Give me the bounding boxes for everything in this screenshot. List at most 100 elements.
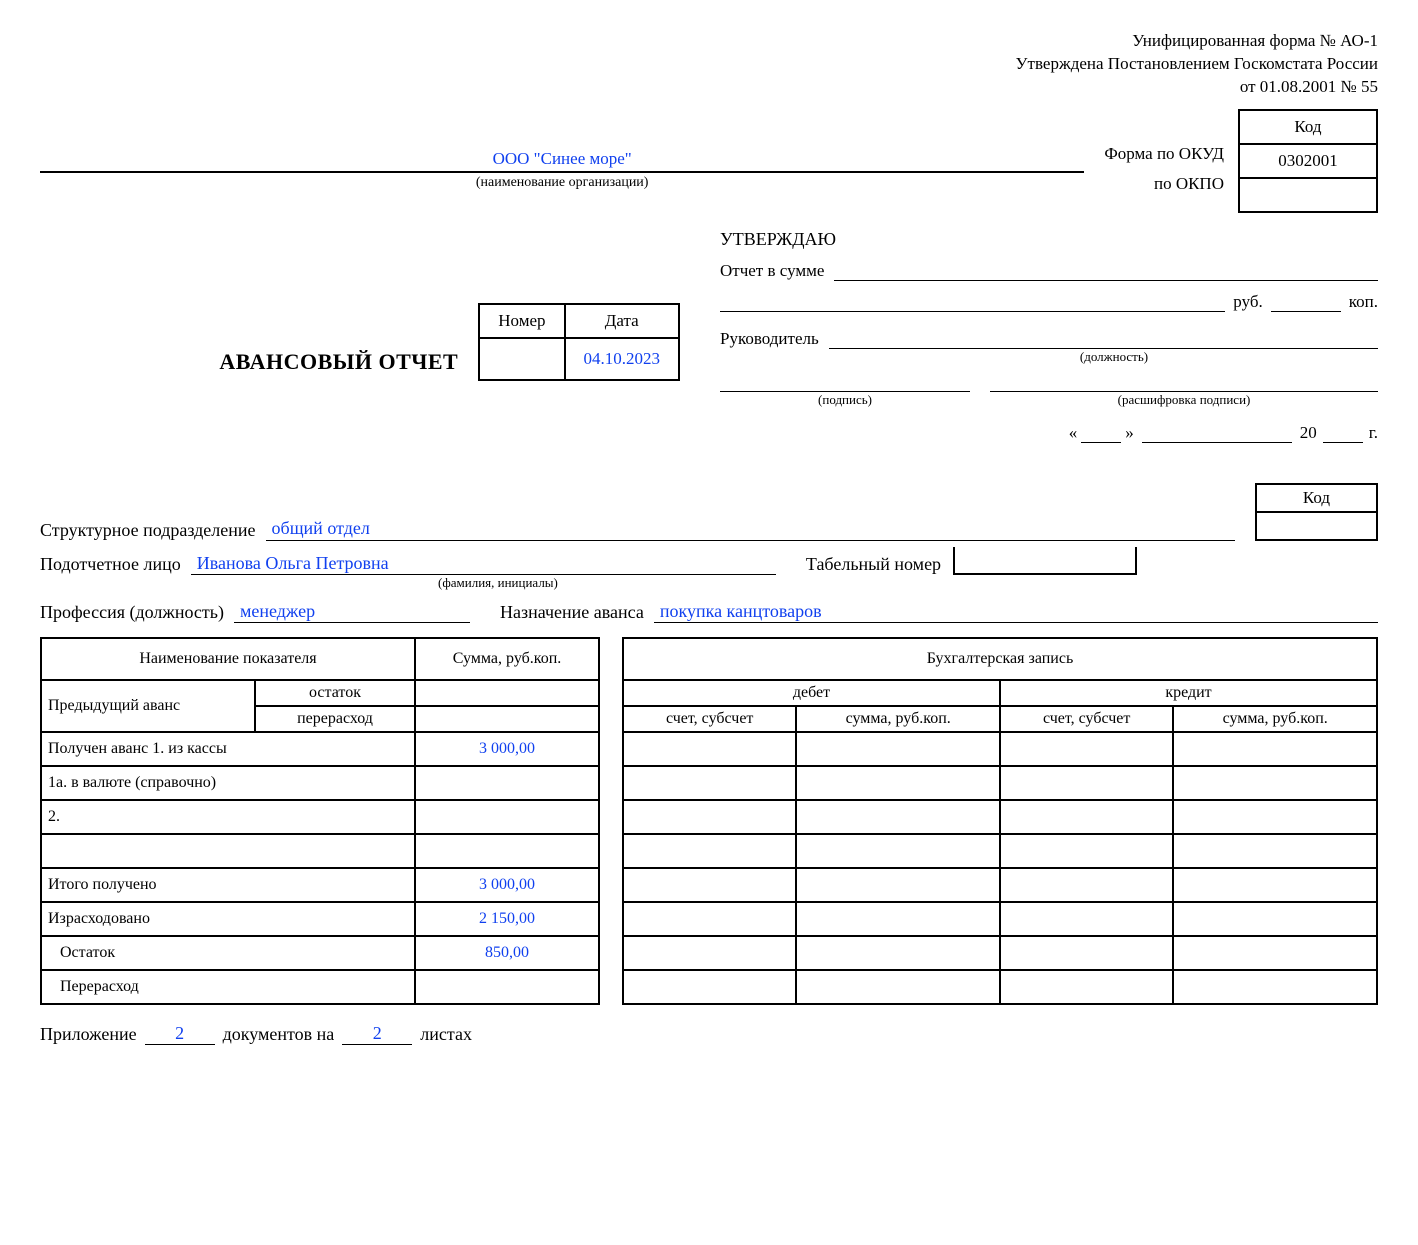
number-date-box: Номер Дата 04.10.2023 (478, 303, 680, 381)
acc-cell (623, 902, 796, 936)
approve-title: УТВЕРЖДАЮ (720, 229, 1378, 250)
attach-label1: Приложение (40, 1024, 137, 1045)
acc-cell (1000, 902, 1173, 936)
row-2: 2. (41, 800, 415, 834)
form-header: Унифицированная форма № АО-1 Утверждена … (40, 30, 1378, 99)
form-line2: Утверждена Постановлением Госкомстата Ро… (40, 53, 1378, 76)
amt-total: 3 000,00 (415, 868, 599, 902)
amt-per (415, 970, 599, 1004)
acc-cell (796, 732, 1000, 766)
prof-value: менеджер (234, 601, 470, 623)
person-label: Подотчетное лицо (40, 554, 191, 575)
d-acc: счет, субсчет (623, 706, 796, 732)
org-sublabel: (наименование организации) (40, 175, 1084, 191)
attach-label3: листах (420, 1024, 472, 1045)
row-currency: 1а. в валюте (справочно) (41, 766, 415, 800)
credit-head: кредит (1000, 680, 1377, 706)
accounting-table: Бухгалтерская запись дебет кредит счет, … (622, 637, 1378, 1005)
amt-blank (415, 834, 599, 868)
year-suffix: г. (1369, 423, 1378, 443)
kop-line (1271, 291, 1341, 312)
row-ost: Остаток (41, 936, 415, 970)
acc-cell (1000, 936, 1173, 970)
row-total: Итого получено (41, 868, 415, 902)
acc-cell (1000, 970, 1173, 1004)
amt-2 (415, 800, 599, 834)
amt-received: 3 000,00 (415, 732, 599, 766)
kop-label: коп. (1349, 292, 1378, 312)
prev-per-val (415, 706, 599, 732)
unit-code-head: Код (1256, 484, 1377, 512)
year-prefix: 20 (1300, 423, 1317, 443)
debit-head: дебет (623, 680, 1000, 706)
acc-cell (1000, 732, 1173, 766)
okud-value: 0302001 (1239, 144, 1377, 178)
code-box: Код 0302001 (1238, 109, 1378, 213)
org-name: ООО "Синее море" (40, 149, 1084, 173)
acc-cell (796, 766, 1000, 800)
row-received: Получен аванс 1. из кассы (41, 732, 415, 766)
form-line3: от 01.08.2001 № 55 (40, 76, 1378, 99)
amt-ost: 850,00 (415, 936, 599, 970)
acc-cell (623, 970, 796, 1004)
acc-cell (1173, 800, 1377, 834)
num-value (479, 338, 564, 380)
attach-label2: документов на (223, 1024, 335, 1045)
head-position-line (829, 328, 1378, 349)
acc-cell (796, 936, 1000, 970)
prev-ost-label: остаток (255, 680, 415, 706)
unit-code-value (1256, 512, 1377, 540)
attachments-line: Приложение 2 документов на 2 листах (40, 1023, 1378, 1045)
num-header: Номер (479, 304, 564, 338)
acc-cell (1173, 936, 1377, 970)
acc-cell (796, 868, 1000, 902)
name-sub: (расшифровка подписи) (990, 392, 1378, 408)
acc-cell (623, 936, 796, 970)
prev-per-label: перерасход (255, 706, 415, 732)
sum-line1 (834, 260, 1378, 281)
sum-label: Отчет в сумме (720, 261, 824, 281)
attach-docs: 2 (145, 1023, 215, 1045)
doc-title: АВАНСОВЫЙ ОТЧЕТ (40, 349, 458, 375)
acc-cell (796, 902, 1000, 936)
okud-label: Форма по ОКУД (1104, 139, 1224, 169)
acc-cell (796, 834, 1000, 868)
unit-code-box: Код (1255, 483, 1378, 541)
tab-box (953, 547, 1137, 575)
head-label: Руководитель (720, 329, 819, 349)
code-head: Код (1239, 110, 1377, 144)
indicators-table: Наименование показателя Сумма, руб.коп. … (40, 637, 600, 1005)
date-close: » (1125, 423, 1134, 443)
date-month (1142, 422, 1292, 443)
purpose-value: покупка канцтоваров (654, 601, 1378, 623)
attach-sheets: 2 (342, 1023, 412, 1045)
row-spent: Израсходовано (41, 902, 415, 936)
acc-cell (1173, 868, 1377, 902)
acc-cell (796, 970, 1000, 1004)
acc-cell (1173, 970, 1377, 1004)
date-header: Дата (565, 304, 680, 338)
acc-cell (623, 732, 796, 766)
date-year (1323, 422, 1363, 443)
amt-currency (415, 766, 599, 800)
row-blank (41, 834, 415, 868)
head-sub: (должность) (850, 349, 1378, 365)
sig-sub: (подпись) (720, 392, 970, 408)
dept-label: Структурное подразделение (40, 520, 266, 541)
acc-cell (1173, 732, 1377, 766)
lh-name: Наименование показателя (41, 638, 415, 680)
c-sum: сумма, руб.коп. (1173, 706, 1377, 732)
purpose-label: Назначение аванса (470, 602, 654, 623)
prev-advance: Предыдущий аванс (41, 680, 255, 732)
acc-cell (1000, 868, 1173, 902)
acc-cell (1000, 800, 1173, 834)
tab-label: Табельный номер (806, 554, 949, 575)
amt-spent: 2 150,00 (415, 902, 599, 936)
person-sub: (фамилия, инициалы) (220, 575, 776, 591)
prev-ost-val (415, 680, 599, 706)
sum-line2 (720, 291, 1225, 312)
acc-cell (1173, 766, 1377, 800)
acc-cell (1000, 834, 1173, 868)
date-day (1081, 422, 1121, 443)
acc-cell (1173, 834, 1377, 868)
